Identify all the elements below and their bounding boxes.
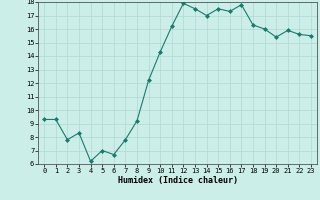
X-axis label: Humidex (Indice chaleur): Humidex (Indice chaleur): [118, 176, 238, 185]
